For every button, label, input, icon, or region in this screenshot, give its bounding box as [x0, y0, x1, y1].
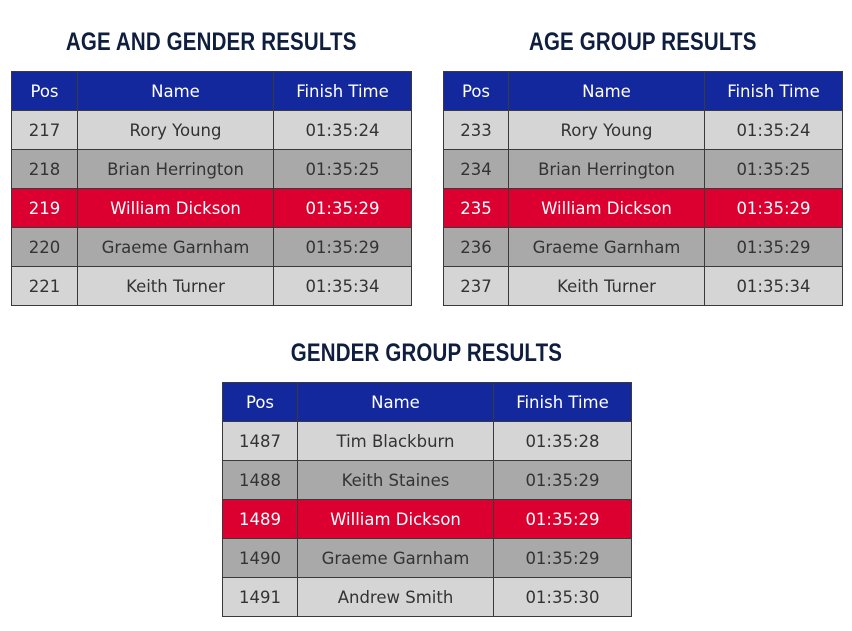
pos-cell: 1491 [222, 577, 298, 617]
gender-group-results-table: Pos Name Finish Time 1487 Tim Blackburn … [222, 382, 632, 617]
table-row: 236 Graeme Garnham 01:35:29 [443, 227, 843, 267]
name-cell: William Dickson [508, 188, 705, 228]
pos-cell: 219 [11, 188, 78, 228]
finish-time-cell: 01:35:29 [704, 227, 843, 267]
finish-time-cell: 01:35:34 [704, 266, 843, 306]
gender-group-results-title: GENDER GROUP RESULTS [290, 339, 563, 367]
gender-group-results-section: GENDER GROUP RESULTS Pos Name Finish Tim… [222, 338, 632, 617]
finish-time-column-header: Finish Time [273, 71, 412, 111]
table-row: 237 Keith Turner 01:35:34 [443, 266, 843, 306]
age-group-results-table: Pos Name Finish Time 233 Rory Young 01:3… [443, 71, 843, 306]
name-column-header: Name [77, 71, 274, 111]
name-cell: William Dickson [77, 188, 274, 228]
name-cell: Andrew Smith [297, 577, 494, 617]
name-cell: Graeme Garnham [77, 227, 274, 267]
name-cell: Brian Herrington [508, 149, 705, 189]
pos-column-header: Pos [222, 382, 298, 422]
finish-time-cell: 01:35:24 [273, 110, 412, 150]
finish-time-cell: 01:35:29 [704, 188, 843, 228]
name-cell: Graeme Garnham [508, 227, 705, 267]
name-cell: Brian Herrington [77, 149, 274, 189]
finish-time-column-header: Finish Time [704, 71, 843, 111]
table-row: 234 Brian Herrington 01:35:25 [443, 149, 843, 189]
section-title-wrap: GENDER GROUP RESULTS [222, 338, 631, 382]
pos-column-header: Pos [11, 71, 78, 111]
name-cell: Keith Turner [77, 266, 274, 306]
pos-cell: 217 [11, 110, 78, 150]
table-row: 221 Keith Turner 01:35:34 [11, 266, 412, 306]
name-cell: Rory Young [508, 110, 705, 150]
pos-cell: 218 [11, 149, 78, 189]
table-row: 1491 Andrew Smith 01:35:30 [222, 577, 632, 617]
finish-time-cell: 01:35:29 [273, 188, 412, 228]
finish-time-cell: 01:35:30 [493, 577, 632, 617]
finish-time-cell: 01:35:25 [704, 149, 843, 189]
name-cell: Keith Turner [508, 266, 705, 306]
age-group-results-section: AGE GROUP RESULTS Pos Name Finish Time 2… [443, 27, 843, 306]
table-header-row: Pos Name Finish Time [443, 71, 843, 111]
table-header-row: Pos Name Finish Time [222, 382, 632, 422]
pos-column-header: Pos [443, 71, 509, 111]
finish-time-cell: 01:35:28 [493, 421, 632, 461]
table-row: 218 Brian Herrington 01:35:25 [11, 149, 412, 189]
finish-time-column-header: Finish Time [493, 382, 632, 422]
table-row: 1490 Graeme Garnham 01:35:29 [222, 538, 632, 578]
highlighted-table-row: 235 William Dickson 01:35:29 [443, 188, 843, 228]
age-group-results-title: AGE GROUP RESULTS [528, 28, 757, 56]
pos-cell: 237 [443, 266, 509, 306]
pos-cell: 220 [11, 227, 78, 267]
section-title-wrap: AGE GROUP RESULTS [443, 27, 842, 71]
finish-time-cell: 01:35:29 [493, 538, 632, 578]
pos-cell: 1488 [222, 460, 298, 500]
table-row: 233 Rory Young 01:35:24 [443, 110, 843, 150]
table-row: 1487 Tim Blackburn 01:35:28 [222, 421, 632, 461]
section-title-wrap: AGE AND GENDER RESULTS [11, 27, 411, 71]
pos-cell: 235 [443, 188, 509, 228]
pos-cell: 1490 [222, 538, 298, 578]
pos-cell: 233 [443, 110, 509, 150]
name-column-header: Name [297, 382, 494, 422]
name-cell: William Dickson [297, 499, 494, 539]
finish-time-cell: 01:35:25 [273, 149, 412, 189]
pos-cell: 221 [11, 266, 78, 306]
highlighted-table-row: 219 William Dickson 01:35:29 [11, 188, 412, 228]
finish-time-cell: 01:35:29 [493, 460, 632, 500]
age-gender-results-title: AGE AND GENDER RESULTS [65, 28, 357, 56]
pos-cell: 234 [443, 149, 509, 189]
name-cell: Rory Young [77, 110, 274, 150]
name-column-header: Name [508, 71, 705, 111]
name-cell: Tim Blackburn [297, 421, 494, 461]
pos-cell: 236 [443, 227, 509, 267]
table-row: 220 Graeme Garnham 01:35:29 [11, 227, 412, 267]
name-cell: Keith Staines [297, 460, 494, 500]
age-gender-results-table: Pos Name Finish Time 217 Rory Young 01:3… [11, 71, 412, 306]
finish-time-cell: 01:35:34 [273, 266, 412, 306]
finish-time-cell: 01:35:24 [704, 110, 843, 150]
name-cell: Graeme Garnham [297, 538, 494, 578]
table-header-row: Pos Name Finish Time [11, 71, 412, 111]
pos-cell: 1489 [222, 499, 298, 539]
finish-time-cell: 01:35:29 [493, 499, 632, 539]
table-row: 1488 Keith Staines 01:35:29 [222, 460, 632, 500]
table-row: 217 Rory Young 01:35:24 [11, 110, 412, 150]
finish-time-cell: 01:35:29 [273, 227, 412, 267]
pos-cell: 1487 [222, 421, 298, 461]
highlighted-table-row: 1489 William Dickson 01:35:29 [222, 499, 632, 539]
age-gender-results-section: AGE AND GENDER RESULTS Pos Name Finish T… [11, 27, 412, 306]
